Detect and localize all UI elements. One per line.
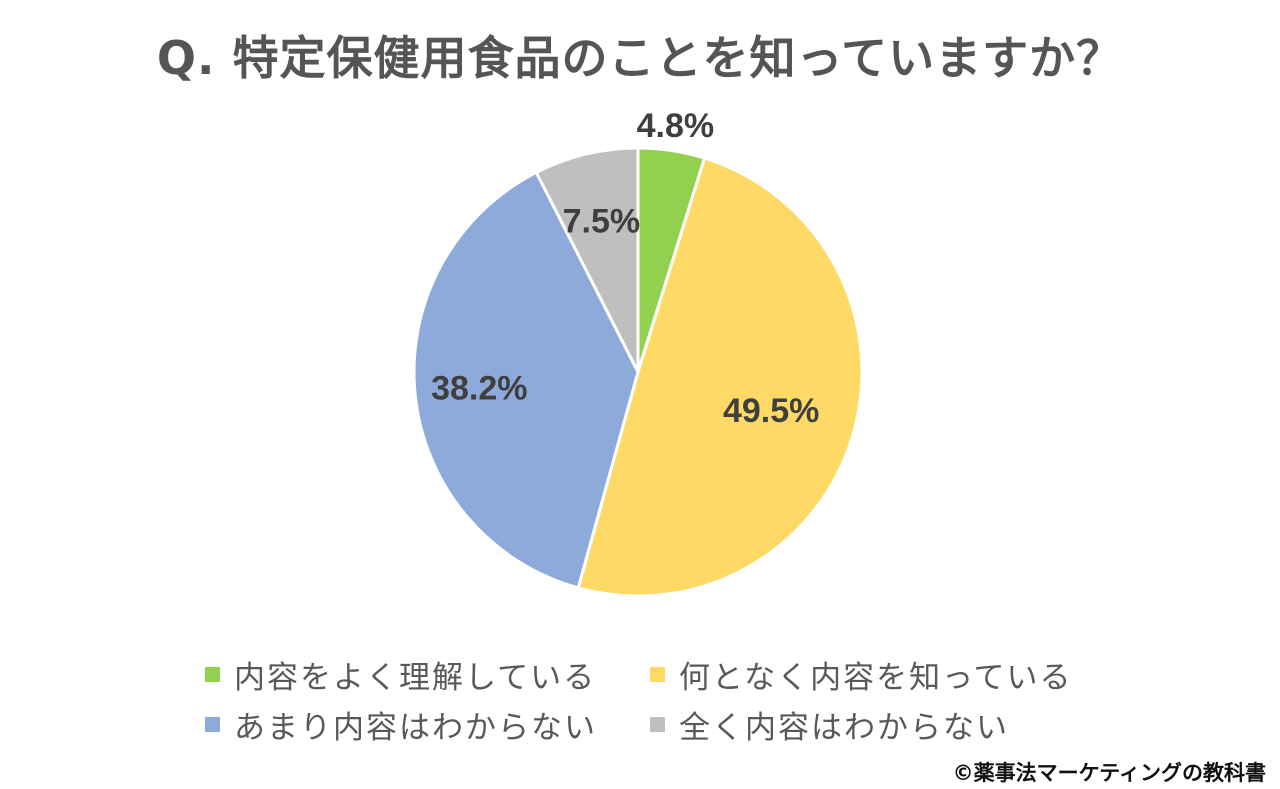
legend-swatch [205, 666, 220, 682]
pie-slice-1 [576, 156, 864, 598]
pie-data-label-2: 38.2% [431, 369, 527, 407]
legend-item-somewhat-know: 何となく内容を知っている [650, 652, 1073, 696]
legend-item-understand-well: 内容をよく理解している [205, 652, 596, 696]
pie-labels: 4.8% 49.5% 38.2% 7.5% [431, 107, 819, 430]
pie-data-label-1: 49.5% [723, 392, 819, 430]
copyright-notice: ©薬事法マーケティングの教科書 [952, 761, 1266, 785]
legend-label: あまり内容はわからない [234, 709, 597, 746]
legend-label: 内容をよく理解している [234, 659, 597, 696]
pie-data-label-0: 4.8% [637, 107, 715, 145]
legend-label: 何となく内容を知っている [679, 659, 1073, 696]
chart-title: Q. 特定保健用食品のことを知っていますか？ [156, 31, 1124, 85]
legend-item-do-not-know: 全く内容はわからない [650, 702, 1009, 746]
legend-swatch [205, 716, 220, 732]
pie-data-label-3: 7.5% [563, 203, 641, 241]
legend-swatch [650, 666, 665, 682]
legend-swatch [650, 716, 665, 732]
legend-item-not-really-know: あまり内容はわからない [205, 702, 597, 746]
pie-slice-3 [534, 146, 640, 374]
pie-slices [412, 146, 864, 598]
legend-label: 全く内容はわからない [679, 709, 1009, 746]
pie-slice-2 [412, 170, 640, 590]
